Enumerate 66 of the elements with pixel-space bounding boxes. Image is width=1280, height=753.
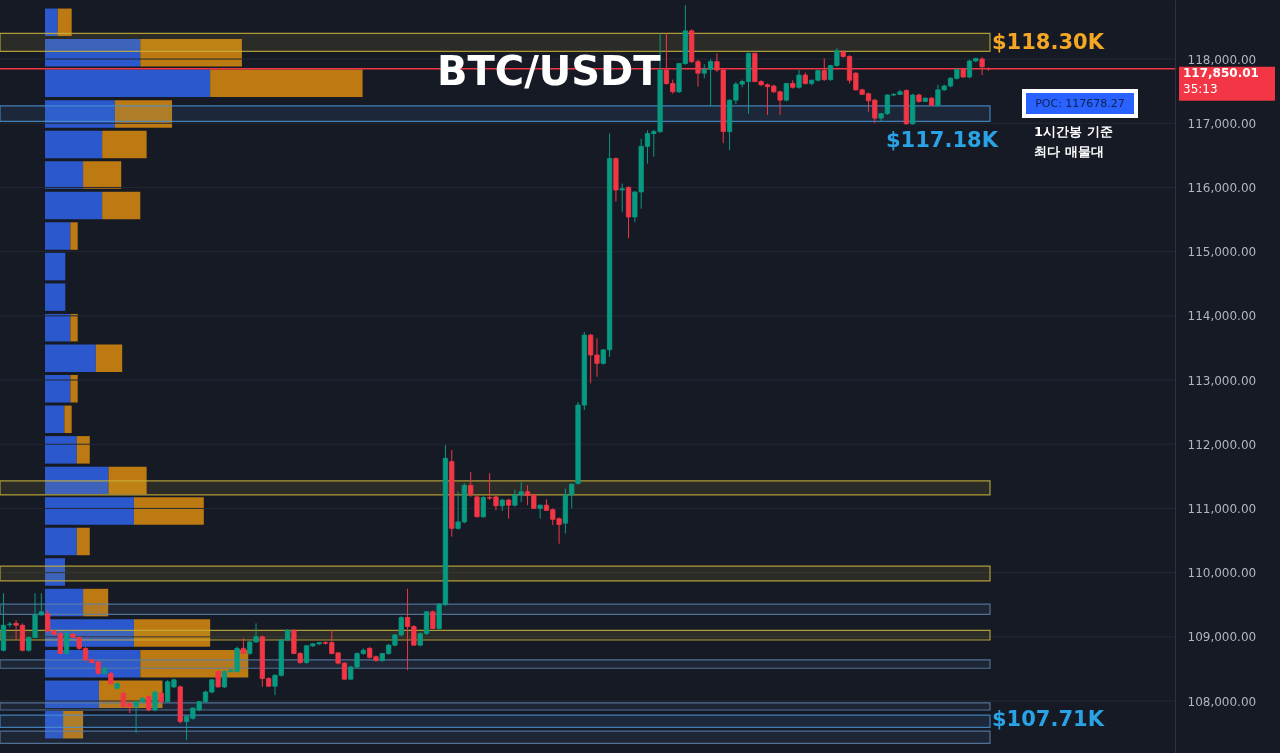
bar [45,710,64,739]
y-tick-label: 109,000.00 [1187,630,1257,645]
y-tick-label: 116,000.00 [1187,180,1257,195]
annotation: $117.18K [886,128,999,152]
ref-line-label: 117,850.01 [1183,65,1259,80]
bar [45,130,103,159]
y-tick-label: 114,000.00 [1187,309,1257,324]
y-tick-label: 110,000.00 [1187,566,1257,581]
candlestick [619,183,625,213]
y-tick-label: 113,000.00 [1187,373,1257,388]
bar [108,466,147,495]
candlestick [468,471,474,498]
bar [83,161,122,189]
bar [45,558,66,586]
bar [45,69,211,98]
bar [140,39,242,67]
bar [70,313,78,342]
annotation: $118.30K [992,30,1105,54]
bar [45,313,71,342]
bar [133,497,204,525]
bar [76,436,90,464]
y-tick-label: 111,000.00 [1187,501,1257,516]
bar [140,649,249,678]
bar [45,375,71,403]
bar [102,130,147,159]
bar [45,252,66,281]
bar [45,39,141,67]
bar [45,344,96,372]
y-tick-label: 118,000.00 [1187,52,1257,67]
candlestick [537,504,543,520]
bar [45,436,77,464]
bar [57,8,72,37]
y-tick-label: 117,000.00 [1187,116,1257,131]
bar [45,222,71,250]
annotation: 1시간봉 기준 최다 매물대 [1034,124,1113,159]
bar [63,710,84,739]
bar [45,466,109,495]
candlestick [64,629,70,656]
bar [45,100,115,128]
y-tick-label: 115,000.00 [1187,245,1257,260]
bar [45,497,134,525]
bar [83,588,109,617]
bar [114,100,173,128]
candlestick [796,69,802,90]
bar [45,161,84,189]
bar [45,405,65,434]
bar [45,527,77,556]
text: 35:13 [1183,81,1218,96]
bar [95,344,123,372]
y-tick-label: 108,000.00 [1187,694,1257,709]
candlestick [480,495,486,519]
bar [45,283,66,311]
bar [64,405,72,434]
bar [45,8,58,37]
bar [45,588,84,617]
bar [210,69,363,98]
bar [45,191,103,220]
annotation: $107.71K [992,707,1105,731]
bar [70,375,78,403]
bar [102,191,141,220]
bar [45,680,99,708]
y-tick-label: 112,000.00 [1187,437,1257,452]
bar [70,222,78,250]
annotation: POC: 117678.27 [1035,96,1125,110]
bar [76,527,90,556]
bar [133,619,211,647]
